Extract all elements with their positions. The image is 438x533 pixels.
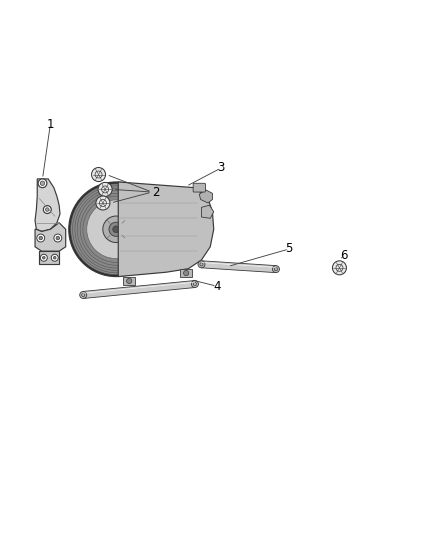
Circle shape — [80, 292, 87, 298]
Polygon shape — [123, 277, 135, 285]
Circle shape — [56, 236, 60, 240]
Circle shape — [69, 182, 163, 277]
Circle shape — [83, 196, 149, 262]
Circle shape — [113, 226, 120, 232]
Polygon shape — [35, 223, 66, 251]
Polygon shape — [39, 251, 59, 264]
Circle shape — [73, 185, 159, 273]
Circle shape — [103, 216, 129, 243]
Circle shape — [98, 182, 112, 197]
Polygon shape — [83, 280, 195, 298]
Circle shape — [109, 222, 123, 236]
Polygon shape — [201, 205, 214, 219]
Circle shape — [96, 196, 110, 210]
Text: 2: 2 — [152, 185, 159, 198]
Circle shape — [42, 256, 45, 259]
Circle shape — [46, 208, 49, 211]
Text: 1: 1 — [46, 118, 54, 131]
Circle shape — [191, 280, 198, 287]
Circle shape — [39, 236, 42, 240]
Circle shape — [51, 254, 58, 261]
Circle shape — [54, 234, 62, 242]
Circle shape — [75, 188, 157, 270]
Circle shape — [127, 278, 132, 284]
Circle shape — [40, 181, 45, 185]
Polygon shape — [201, 261, 276, 272]
Polygon shape — [180, 269, 192, 278]
Text: 5: 5 — [286, 243, 293, 255]
Circle shape — [77, 190, 155, 268]
Text: 6: 6 — [340, 249, 348, 262]
Circle shape — [43, 206, 51, 214]
Polygon shape — [35, 179, 60, 231]
FancyBboxPatch shape — [193, 183, 205, 192]
Circle shape — [332, 261, 346, 275]
Circle shape — [38, 179, 47, 188]
Circle shape — [53, 256, 56, 259]
Circle shape — [184, 270, 189, 276]
Text: 4: 4 — [213, 280, 221, 293]
Circle shape — [37, 234, 45, 242]
Polygon shape — [199, 190, 212, 203]
Circle shape — [80, 193, 152, 265]
Circle shape — [40, 254, 47, 261]
Circle shape — [198, 261, 205, 268]
Circle shape — [272, 265, 279, 273]
Circle shape — [71, 184, 162, 274]
Circle shape — [87, 200, 145, 259]
Polygon shape — [118, 182, 214, 277]
Circle shape — [92, 167, 106, 182]
Text: 3: 3 — [218, 161, 225, 174]
